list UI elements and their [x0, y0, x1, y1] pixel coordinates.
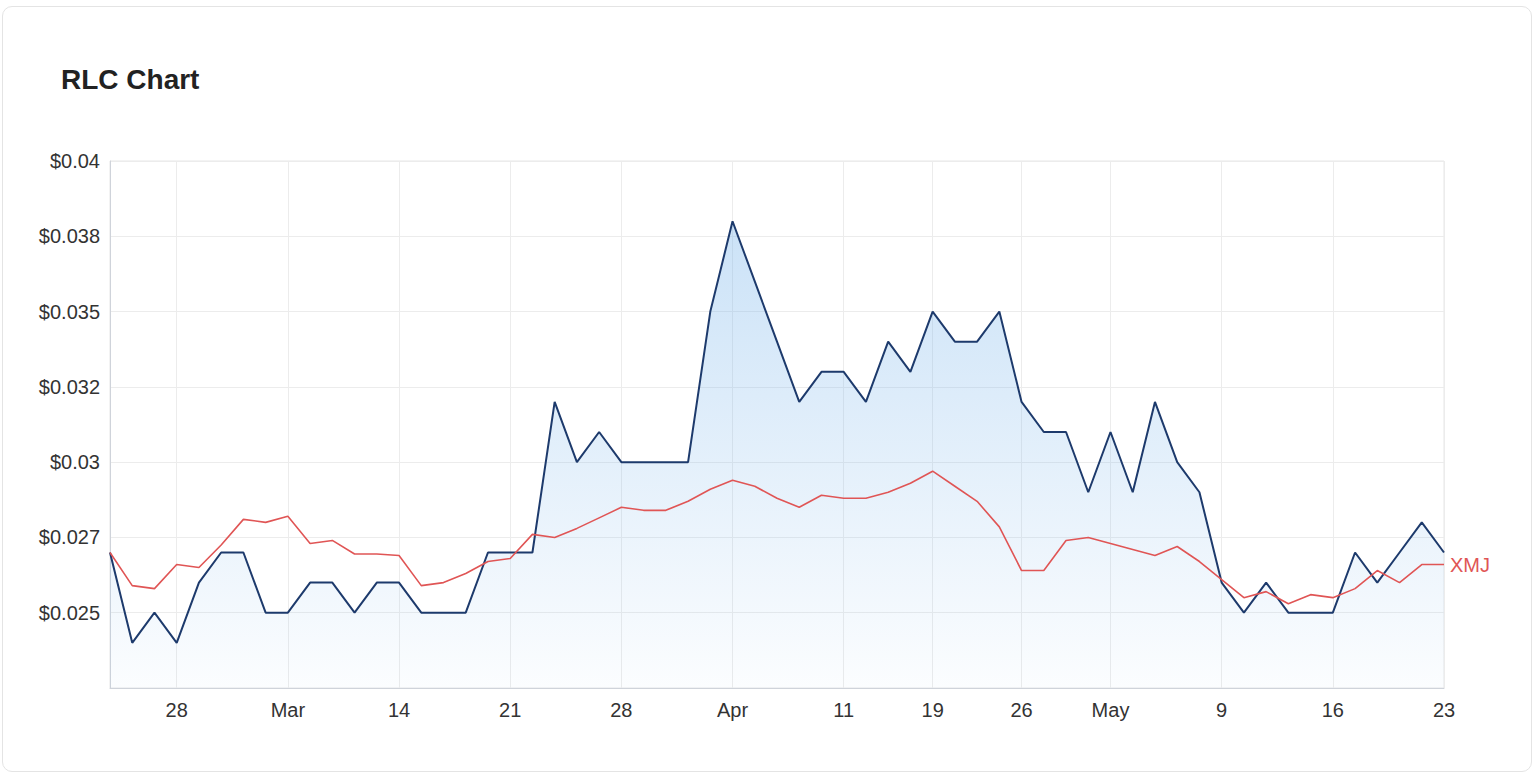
- svg-text:May: May: [1092, 699, 1130, 721]
- svg-text:9: 9: [1216, 699, 1227, 721]
- svg-text:RLC Chart: RLC Chart: [61, 64, 199, 95]
- svg-text:$0.038: $0.038: [39, 225, 100, 247]
- svg-text:$0.03: $0.03: [50, 451, 100, 473]
- svg-text:$0.027: $0.027: [39, 526, 100, 548]
- svg-text:23: 23: [1433, 699, 1455, 721]
- svg-text:19: 19: [922, 699, 944, 721]
- svg-text:$0.035: $0.035: [39, 301, 100, 323]
- svg-text:21: 21: [499, 699, 521, 721]
- svg-text:28: 28: [166, 699, 188, 721]
- svg-text:$0.032: $0.032: [39, 376, 100, 398]
- svg-text:26: 26: [1010, 699, 1032, 721]
- svg-text:Mar: Mar: [271, 699, 306, 721]
- svg-text:XMJ: XMJ: [1450, 554, 1490, 576]
- svg-text:14: 14: [388, 699, 410, 721]
- svg-text:$0.025: $0.025: [39, 602, 100, 624]
- svg-text:$0.04: $0.04: [50, 150, 100, 172]
- svg-text:Apr: Apr: [717, 699, 748, 721]
- svg-text:16: 16: [1322, 699, 1344, 721]
- svg-text:11: 11: [833, 699, 854, 721]
- svg-text:28: 28: [610, 699, 632, 721]
